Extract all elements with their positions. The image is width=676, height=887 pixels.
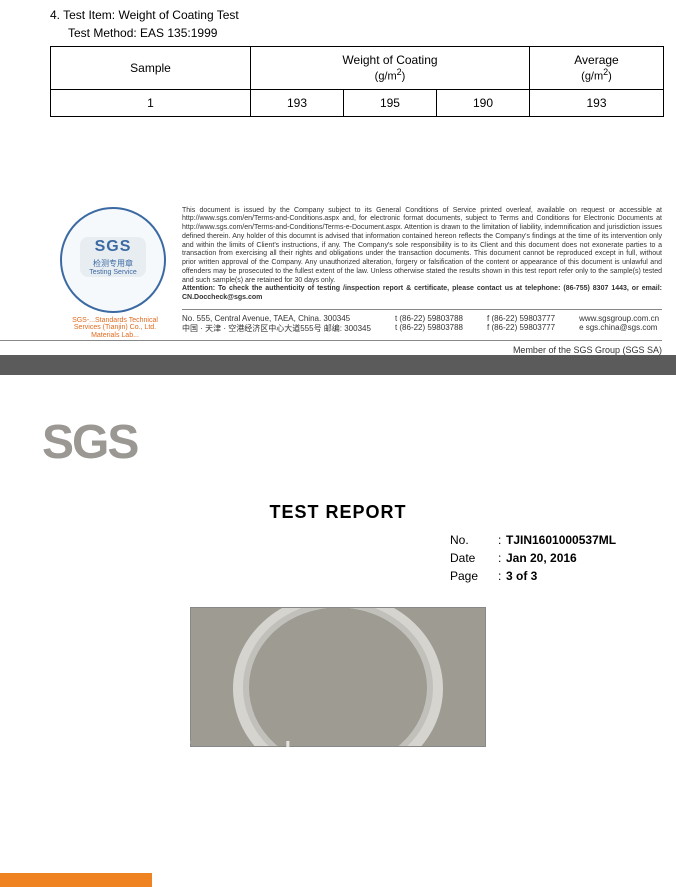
meta-no-label: No.	[450, 533, 498, 547]
cell-sample: 1	[51, 89, 251, 116]
disclaimer-body: This document is issued by the Company s…	[182, 207, 662, 286]
page-2: SGS TEST REPORT No. : TJIN1601000537ML D…	[0, 375, 676, 747]
meta-date-label: Date	[450, 551, 498, 565]
cell-avg: 193	[530, 89, 664, 116]
wire-coil-inner-icon	[243, 607, 433, 747]
th-average: Average (g/m2)	[530, 47, 664, 90]
email: e sgs.china@sgs.com	[579, 323, 659, 332]
fax-2: f (86-22) 59803777	[487, 323, 555, 332]
test-item-line: 4. Test Item: Weight of Coating Test	[0, 8, 676, 22]
meta-page-label: Page	[450, 569, 498, 583]
orange-bar	[0, 873, 152, 887]
report-title: TEST REPORT	[0, 502, 676, 523]
coating-weight-table: Sample Weight of Coating (g/m2) Average …	[50, 46, 664, 117]
sgs-group-line: Member of the SGS Group (SGS SA)	[0, 340, 662, 355]
meta-no-value: TJIN1601000537ML	[506, 533, 616, 547]
meta-colon: :	[498, 569, 506, 583]
page-1: 4. Test Item: Weight of Coating Test Tes…	[0, 0, 676, 355]
seal-subtitle: SGS-...Standards Technical Services (Tia…	[60, 317, 170, 340]
sgs-logo: SGS	[42, 415, 137, 470]
contact-row: No. 555, Central Avenue, TAEA, China. 30…	[182, 309, 662, 334]
page-gap	[0, 355, 676, 375]
th-sample: Sample	[51, 47, 251, 90]
seal-cn-text: 检测专用章	[93, 258, 133, 269]
cell-v2: 195	[343, 89, 436, 116]
meta-page-value: 3 of 3	[506, 569, 537, 583]
cell-v1: 193	[251, 89, 344, 116]
footer-block: SGS 检测专用章 Testing Service SGS-...Standar…	[0, 207, 676, 334]
seal-ts-text: Testing Service	[89, 269, 136, 276]
meta-date-value: Jan 20, 2016	[506, 551, 577, 565]
tel-1: t (86-22) 59803788	[395, 314, 463, 323]
table-row: 1 193 195 190 193	[51, 89, 664, 116]
addr-en: No. 555, Central Avenue, TAEA, China. 30…	[182, 314, 371, 323]
report-meta: No. : TJIN1601000537ML Date : Jan 20, 20…	[450, 533, 676, 583]
th-weight: Weight of Coating (g/m2)	[251, 47, 530, 90]
meta-colon: :	[498, 533, 506, 547]
cell-v3: 190	[436, 89, 529, 116]
disclaimer-attention: Attention: To check the authenticity of …	[182, 285, 662, 303]
website: www.sgsgroup.com.cn	[579, 314, 659, 323]
fax-1: f (86-22) 59803777	[487, 314, 555, 323]
tel-2: t (86-22) 59803788	[395, 323, 463, 332]
addr-cn: 中国 · 天津 · 空港经济区中心大道555号 邮编: 300345	[182, 323, 371, 334]
sample-photo	[190, 607, 486, 747]
meta-colon: :	[498, 551, 506, 565]
seal-sgs-text: SGS	[95, 238, 132, 256]
sgs-seal: SGS 检测专用章 Testing Service SGS-...Standar…	[60, 207, 170, 317]
test-method-line: Test Method: EAS 135:1999	[0, 26, 676, 40]
